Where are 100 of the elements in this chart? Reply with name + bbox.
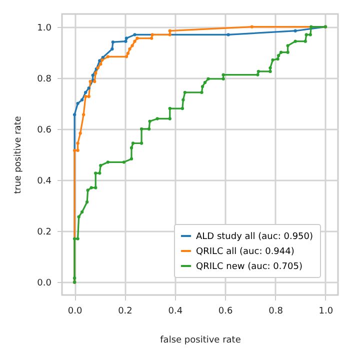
y-tick-label: 1.0 (37, 23, 52, 34)
point (94, 72, 98, 75)
point (86, 188, 90, 192)
point (72, 113, 76, 116)
point (100, 58, 104, 62)
point (90, 186, 93, 190)
point (294, 29, 297, 32)
point (77, 215, 80, 218)
point (94, 172, 98, 175)
point (76, 142, 80, 145)
point (276, 54, 280, 58)
point (76, 102, 80, 105)
point (256, 73, 260, 76)
point (150, 33, 154, 36)
point (87, 94, 90, 98)
x-tick-label: 0.8 (268, 306, 284, 316)
point (84, 94, 88, 98)
point (148, 120, 152, 123)
point (101, 56, 104, 60)
point (271, 58, 274, 62)
point (78, 132, 82, 135)
x-tick-label: 0.2 (118, 306, 132, 316)
point (133, 40, 136, 43)
point (168, 106, 172, 110)
point (80, 98, 84, 102)
point (86, 200, 89, 204)
point (76, 237, 80, 240)
point (183, 90, 187, 94)
point (206, 77, 210, 80)
point (168, 117, 172, 120)
point (130, 44, 134, 48)
y-axis-title: true positive rate (14, 116, 24, 194)
point (182, 98, 185, 102)
point (130, 157, 134, 160)
point (106, 160, 110, 164)
point (128, 47, 132, 51)
point (279, 50, 283, 54)
point (256, 70, 260, 74)
point (130, 146, 134, 150)
point (131, 142, 135, 145)
x-tick-label: 0.4 (168, 306, 183, 316)
point (76, 148, 80, 152)
point (72, 148, 76, 152)
point (106, 55, 110, 58)
point (110, 47, 114, 51)
point (150, 36, 154, 40)
point (168, 29, 172, 32)
point (294, 40, 297, 43)
legend-label: QRILC new (auc: 0.705) (196, 262, 302, 272)
point (168, 33, 172, 36)
point (308, 33, 312, 36)
point (124, 40, 128, 43)
legend-label: QRILC all (auc: 0.944) (196, 247, 294, 257)
point (111, 40, 115, 44)
point (124, 55, 128, 58)
point (122, 160, 126, 164)
y-tick-label: 0.8 (37, 74, 52, 84)
y-tick-label: 0.6 (37, 125, 52, 136)
point (222, 73, 225, 76)
point (99, 62, 102, 66)
point (156, 117, 159, 120)
point (87, 86, 90, 90)
point (310, 25, 313, 28)
point (226, 33, 230, 36)
point (180, 106, 184, 110)
point (136, 36, 139, 40)
point (304, 33, 308, 36)
y-tick-label: 0.4 (37, 176, 52, 187)
point (82, 113, 86, 116)
point (268, 66, 272, 70)
point (286, 44, 290, 48)
legend-label: ALD study all (auc: 0.950) (196, 232, 314, 242)
point (200, 90, 204, 94)
point (140, 127, 144, 131)
point (72, 276, 76, 280)
point (286, 50, 290, 54)
point (99, 164, 102, 168)
point (147, 127, 151, 131)
point (250, 25, 254, 28)
x-tick-label: 0.6 (218, 306, 234, 316)
point (268, 70, 272, 74)
point (88, 80, 92, 84)
point (203, 80, 207, 84)
x-tick-label: 1.0 (318, 306, 334, 316)
point (98, 59, 102, 62)
y-tick-label: 0.2 (37, 228, 52, 238)
point (276, 57, 280, 61)
point (126, 52, 130, 55)
point (124, 36, 128, 40)
point (98, 172, 102, 175)
point (80, 210, 84, 214)
point (72, 237, 76, 240)
point (84, 90, 88, 94)
point (200, 84, 204, 88)
x-axis-title: false positive rate (160, 336, 242, 346)
point (91, 74, 94, 77)
point (94, 186, 98, 190)
point (133, 33, 136, 36)
x-tick-label: 0.0 (68, 306, 82, 316)
point (222, 77, 225, 80)
